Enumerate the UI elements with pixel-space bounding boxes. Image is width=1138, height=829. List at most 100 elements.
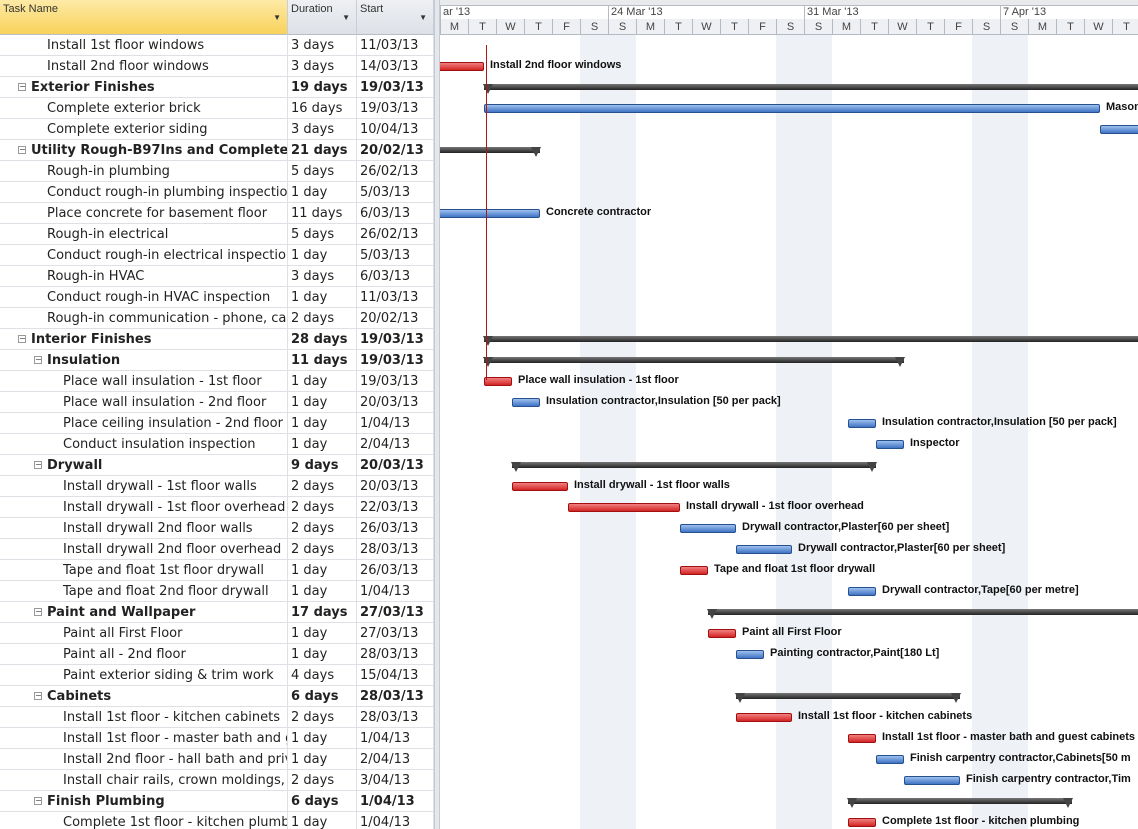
duration-cell[interactable]: 1 day xyxy=(288,392,357,413)
summary-task-row[interactable]: − Exterior Finishes 19 days 19/03/13 xyxy=(0,77,434,98)
task-row[interactable]: Install drywall - 1st floor overhead 2 da… xyxy=(0,497,434,518)
task-row[interactable]: Place wall insulation - 1st floor 1 day 19… xyxy=(0,371,434,392)
start-cell[interactable]: 20/02/13 xyxy=(357,140,434,161)
start-cell[interactable]: 5/03/13 xyxy=(357,245,434,266)
duration-cell[interactable]: 1 day xyxy=(288,623,357,644)
duration-cell[interactable]: 21 days xyxy=(288,140,357,161)
task-row[interactable]: Complete exterior siding 3 days 10/04/13 xyxy=(0,119,434,140)
task-name-cell[interactable]: Install drywall 2nd floor overhead xyxy=(0,539,288,560)
duration-cell[interactable]: 2 days xyxy=(288,308,357,329)
duration-cell[interactable]: 11 days xyxy=(288,203,357,224)
duration-cell[interactable]: 6 days xyxy=(288,791,357,812)
start-cell[interactable]: 11/03/13 xyxy=(357,35,434,56)
critical-task-bar[interactable] xyxy=(512,482,568,491)
task-bar[interactable] xyxy=(1100,125,1138,134)
collapse-icon[interactable]: − xyxy=(18,334,26,343)
duration-cell[interactable]: 1 day xyxy=(288,287,357,308)
duration-cell[interactable]: 1 day xyxy=(288,413,357,434)
duration-cell[interactable]: 2 days xyxy=(288,707,357,728)
start-cell[interactable]: 19/03/13 xyxy=(357,329,434,350)
duration-cell[interactable]: 11 days xyxy=(288,350,357,371)
critical-task-bar[interactable] xyxy=(736,713,792,722)
task-name-cell[interactable]: − Finish Plumbing xyxy=(0,791,288,812)
start-cell[interactable]: 2/04/13 xyxy=(357,749,434,770)
start-cell[interactable]: 22/03/13 xyxy=(357,497,434,518)
duration-cell[interactable]: 2 days xyxy=(288,476,357,497)
task-name-cell[interactable]: − Paint and Wallpaper xyxy=(0,602,288,623)
summary-task-row[interactable]: − Cabinets 6 days 28/03/13 xyxy=(0,686,434,707)
duration-cell[interactable]: 3 days xyxy=(288,35,357,56)
critical-task-bar[interactable] xyxy=(848,818,876,827)
task-row[interactable]: Conduct insulation inspection 1 day 2/04/1… xyxy=(0,434,434,455)
task-bar[interactable] xyxy=(876,440,904,449)
summary-bar[interactable] xyxy=(847,798,1073,808)
summary-bar[interactable] xyxy=(440,147,541,157)
task-name-cell[interactable]: Install chair rails, crown moldings, tri… xyxy=(0,770,288,791)
start-cell[interactable]: 26/03/13 xyxy=(357,518,434,539)
collapse-icon[interactable]: − xyxy=(34,796,42,805)
task-bar[interactable] xyxy=(440,209,540,218)
pane-splitter[interactable] xyxy=(434,0,440,829)
task-name-cell[interactable]: Install 1st floor windows xyxy=(0,35,288,56)
task-name-cell[interactable]: Install drywall - 1st floor overhead xyxy=(0,497,288,518)
task-bar[interactable] xyxy=(736,545,792,554)
start-cell[interactable]: 15/04/13 xyxy=(357,665,434,686)
task-row[interactable]: Rough-in electrical 5 days 26/02/13 xyxy=(0,224,434,245)
duration-cell[interactable]: 1 day xyxy=(288,749,357,770)
collapse-icon[interactable]: − xyxy=(34,691,42,700)
summary-bar[interactable] xyxy=(707,609,1138,619)
start-cell[interactable]: 1/04/13 xyxy=(357,581,434,602)
duration-cell[interactable]: 1 day xyxy=(288,728,357,749)
critical-task-bar[interactable] xyxy=(848,734,876,743)
start-cell[interactable]: 1/04/13 xyxy=(357,791,434,812)
task-row[interactable]: Place ceiling insulation - 2nd floor 1 da… xyxy=(0,413,434,434)
start-cell[interactable]: 1/04/13 xyxy=(357,413,434,434)
task-name-cell[interactable]: Paint exterior siding & trim work xyxy=(0,665,288,686)
start-cell[interactable]: 1/04/13 xyxy=(357,728,434,749)
dropdown-arrow-icon[interactable]: ▼ xyxy=(419,13,427,22)
column-header-start[interactable]: Start ▼ xyxy=(357,0,434,35)
summary-task-row[interactable]: − Insulation 11 days 19/03/13 xyxy=(0,350,434,371)
task-row[interactable]: Conduct rough-in electrical inspection 1 … xyxy=(0,245,434,266)
task-row[interactable]: Install 1st floor - kitchen cabinets 2 da… xyxy=(0,707,434,728)
start-cell[interactable]: 27/03/13 xyxy=(357,623,434,644)
task-row[interactable]: Install drywall 2nd floor walls 2 days 26/… xyxy=(0,518,434,539)
task-row[interactable]: Tape and float 1st floor drywall 1 day 26/… xyxy=(0,560,434,581)
start-cell[interactable]: 28/03/13 xyxy=(357,707,434,728)
start-cell[interactable]: 19/03/13 xyxy=(357,350,434,371)
task-name-cell[interactable]: Conduct rough-in plumbing inspection xyxy=(0,182,288,203)
summary-task-row[interactable]: − Interior Finishes 28 days 19/03/13 xyxy=(0,329,434,350)
critical-task-bar[interactable] xyxy=(708,629,736,638)
collapse-icon[interactable]: − xyxy=(18,82,26,91)
task-name-cell[interactable]: Install 2nd floor windows xyxy=(0,56,288,77)
duration-cell[interactable]: 19 days xyxy=(288,77,357,98)
task-row[interactable]: Complete exterior brick 16 days 19/03/13 xyxy=(0,98,434,119)
start-cell[interactable]: 5/03/13 xyxy=(357,182,434,203)
column-header-task-name[interactable]: Task Name ▼ xyxy=(0,0,288,35)
task-name-cell[interactable]: Rough-in plumbing xyxy=(0,161,288,182)
task-row[interactable]: Place concrete for basement floor 11 days… xyxy=(0,203,434,224)
task-bar[interactable] xyxy=(484,104,1100,113)
duration-cell[interactable]: 2 days xyxy=(288,770,357,791)
task-name-cell[interactable]: − Insulation xyxy=(0,350,288,371)
task-name-cell[interactable]: Paint all - 2nd floor xyxy=(0,644,288,665)
start-cell[interactable]: 20/03/13 xyxy=(357,476,434,497)
task-name-cell[interactable]: −Utility Rough-B97Ins and Complete Concr… xyxy=(0,140,288,161)
task-name-cell[interactable]: Tape and float 1st floor drywall xyxy=(0,560,288,581)
duration-cell[interactable]: 1 day xyxy=(288,560,357,581)
task-name-cell[interactable]: − Drywall xyxy=(0,455,288,476)
task-name-cell[interactable]: Place wall insulation - 2nd floor xyxy=(0,392,288,413)
task-row[interactable]: Install 2nd floor windows 3 days 14/03/13 xyxy=(0,56,434,77)
summary-task-row[interactable]: − Drywall 9 days 20/03/13 xyxy=(0,455,434,476)
task-name-cell[interactable]: Conduct insulation inspection xyxy=(0,434,288,455)
summary-bar[interactable] xyxy=(511,462,877,472)
start-cell[interactable]: 10/04/13 xyxy=(357,119,434,140)
start-cell[interactable]: 28/03/13 xyxy=(357,686,434,707)
task-row[interactable]: Paint exterior siding & trim work 4 days 1… xyxy=(0,665,434,686)
start-cell[interactable]: 11/03/13 xyxy=(357,287,434,308)
task-name-cell[interactable]: Install 2nd floor - hall bath and privat… xyxy=(0,749,288,770)
task-name-cell[interactable]: Install drywall 2nd floor walls xyxy=(0,518,288,539)
task-bar[interactable] xyxy=(512,398,540,407)
task-name-cell[interactable]: Install 1st floor - master bath and gues… xyxy=(0,728,288,749)
task-name-cell[interactable]: − Interior Finishes xyxy=(0,329,288,350)
